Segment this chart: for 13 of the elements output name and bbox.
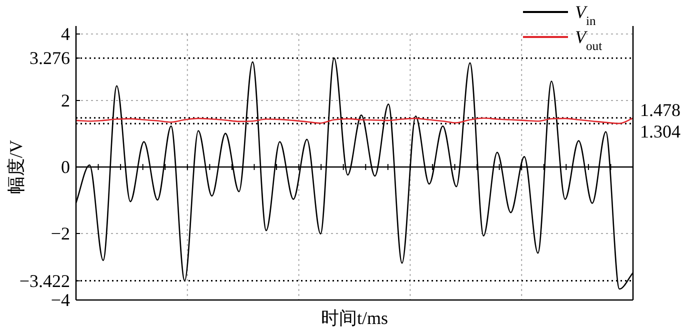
- legend-label: V$_{in}$: [575, 2, 596, 28]
- y-tick-label: 2: [61, 90, 70, 110]
- legend-label: V$_{out}$: [575, 27, 603, 53]
- y-axis-title: 幅度/V: [6, 140, 26, 194]
- y-tick-label: 4: [61, 24, 70, 44]
- y-tick-label: 3.276: [30, 48, 70, 68]
- y-tick-label: −2: [50, 224, 70, 244]
- y-tick-label: −4: [50, 290, 70, 310]
- y-tick-label: 0: [61, 157, 70, 177]
- x-axis-title: 时间t/ms: [320, 308, 388, 328]
- ref-line-label: 1.304: [640, 122, 680, 142]
- y-tick-label: −3.422: [19, 270, 70, 291]
- ref-line-label: 1.478: [640, 100, 680, 120]
